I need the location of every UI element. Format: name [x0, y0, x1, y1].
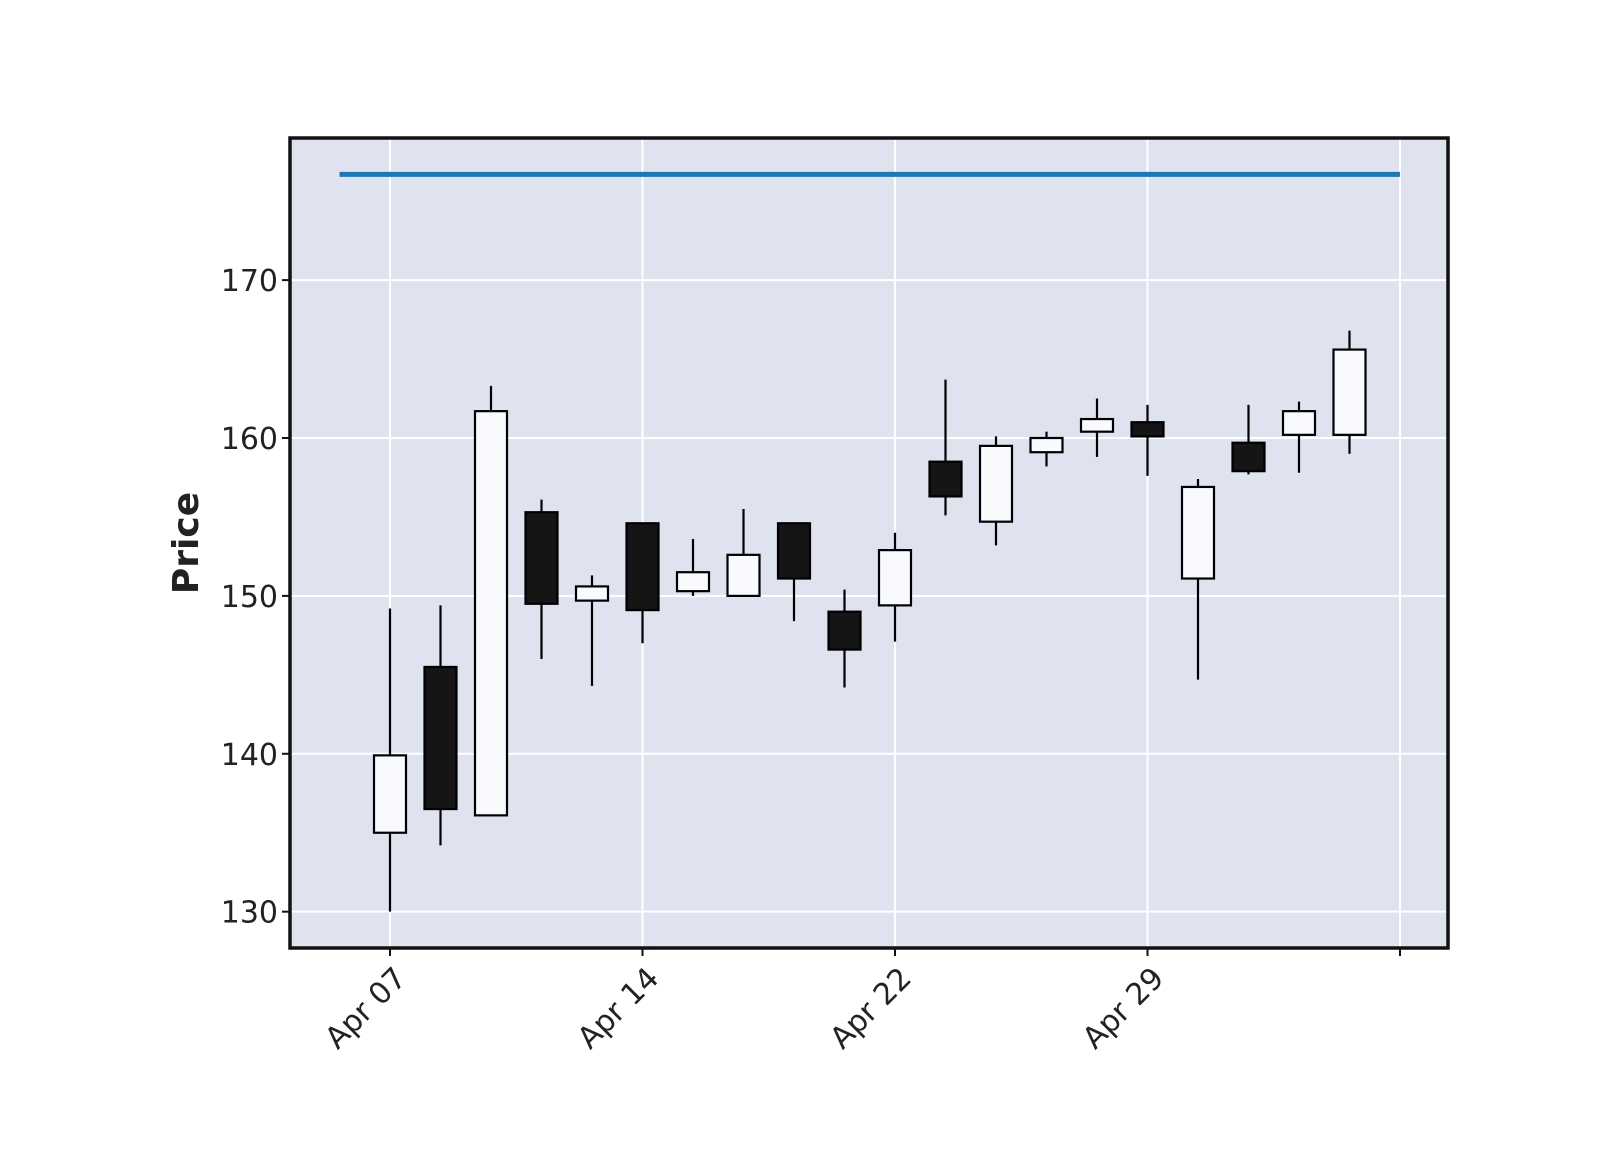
candle	[473, 385, 509, 817]
candle	[827, 589, 862, 688]
candle	[1332, 330, 1367, 454]
candle-body-up	[978, 444, 1014, 523]
candle-body-up	[1079, 417, 1115, 433]
candle-body-down	[625, 522, 660, 612]
candle-body-down	[1231, 441, 1266, 473]
candle-body-up	[877, 549, 913, 607]
candle-body-up	[726, 553, 761, 597]
y-axis-ticks: 130 140 150 160 170	[221, 264, 290, 931]
candle	[877, 532, 913, 642]
candle-body-up	[675, 571, 711, 593]
candle-body-down	[1130, 421, 1165, 438]
candle	[1079, 398, 1115, 457]
candle-body-up	[372, 754, 408, 834]
x-tick-label: Apr 29	[1076, 961, 1171, 1056]
candle	[776, 522, 812, 622]
candle-body-up	[1281, 410, 1317, 436]
candle	[928, 379, 963, 516]
candle-body-down	[423, 665, 458, 811]
candles	[372, 330, 1367, 912]
y-tick-label: 160	[221, 422, 278, 457]
candle-body-up	[1332, 348, 1367, 436]
candle	[524, 499, 559, 660]
y-tick-label: 170	[221, 264, 278, 299]
candle-body-up	[473, 410, 509, 817]
candle	[1029, 431, 1064, 467]
x-tick-label: Apr 14	[571, 961, 666, 1056]
x-axis-ticks: Apr 07 Apr 14 Apr 22 Apr 29	[318, 948, 1401, 1056]
candle	[978, 436, 1014, 546]
plot-frame	[288, 136, 1450, 950]
candle	[1130, 404, 1165, 476]
candle	[675, 539, 711, 596]
candle-body-down	[776, 522, 812, 580]
x-tick-label: Apr 07	[318, 961, 413, 1056]
candle	[423, 605, 458, 846]
y-tick-label: 130	[221, 896, 278, 931]
candle-body-down	[928, 460, 963, 498]
y-tick-label: 150	[221, 580, 278, 615]
candle	[1231, 404, 1266, 475]
candle	[372, 608, 408, 912]
y-tick-label: 140	[221, 738, 278, 773]
y-axis-title: Price	[166, 492, 207, 594]
candle-body-up	[1180, 485, 1216, 580]
candle-body-up	[1029, 436, 1064, 454]
candle	[1180, 479, 1216, 680]
plot-background	[290, 138, 1448, 948]
candle	[574, 575, 610, 686]
candle-body-up	[574, 585, 610, 602]
candle	[1281, 401, 1317, 473]
x-tick-label: Apr 22	[823, 961, 918, 1056]
candle	[625, 522, 660, 644]
candle-body-down	[827, 610, 862, 651]
candle	[726, 509, 761, 597]
candle-body-down	[524, 511, 559, 605]
